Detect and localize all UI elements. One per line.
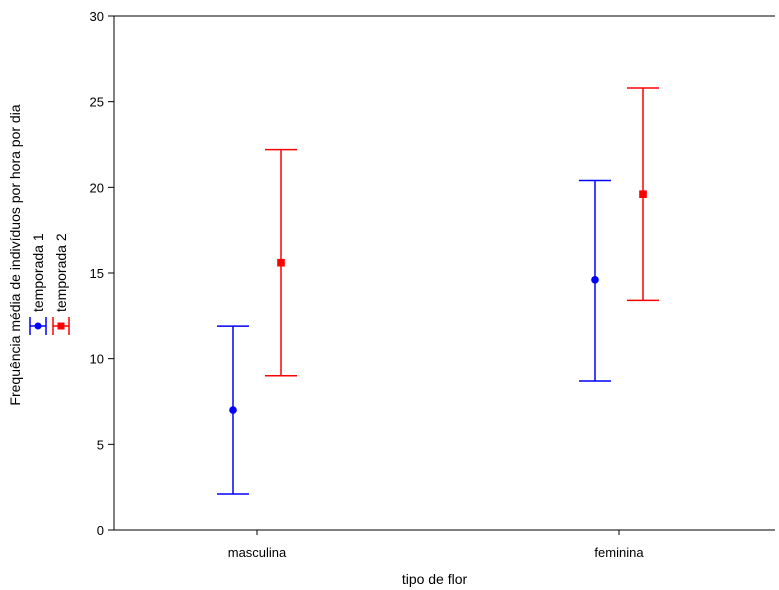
y-tick-label: 25 — [90, 95, 104, 110]
y-tick-label: 0 — [97, 523, 104, 538]
mean-point-series2-feminina — [639, 190, 647, 198]
x-tick-label: feminina — [594, 545, 644, 560]
legend-swatch-marker — [57, 322, 65, 330]
x-axis-title: tipo de flor — [402, 571, 468, 587]
legend-label-temporada-2: temporada 2 — [53, 233, 69, 312]
legend: temporada 1 temporada 2 — [29, 233, 70, 335]
data-marks — [217, 87, 659, 495]
axes — [113, 15, 775, 531]
legend-item-temporada-1: temporada 1 — [29, 233, 47, 335]
y-tick-label: 10 — [90, 352, 104, 367]
y-tick-label: 30 — [90, 9, 104, 24]
y-axis-title: Frequência média de indivíduos por hora … — [7, 104, 23, 405]
y-tick-label: 5 — [97, 437, 104, 452]
y-axis-ticks: 0 5 10 15 20 25 30 — [90, 9, 114, 538]
x-tick-label: masculina — [228, 545, 287, 560]
mean-point-series1-masculina — [229, 406, 237, 414]
legend-item-temporada-2: temporada 2 — [52, 233, 70, 335]
y-tick-label: 15 — [90, 266, 104, 281]
mean-point-series1-feminina — [591, 276, 599, 284]
legend-label-temporada-1: temporada 1 — [30, 233, 46, 312]
mean-point-series2-masculina — [277, 258, 285, 267]
y-tick-label: 20 — [90, 180, 104, 195]
x-axis-ticks: masculina feminina — [228, 530, 644, 560]
legend-swatch-marker — [34, 322, 42, 330]
